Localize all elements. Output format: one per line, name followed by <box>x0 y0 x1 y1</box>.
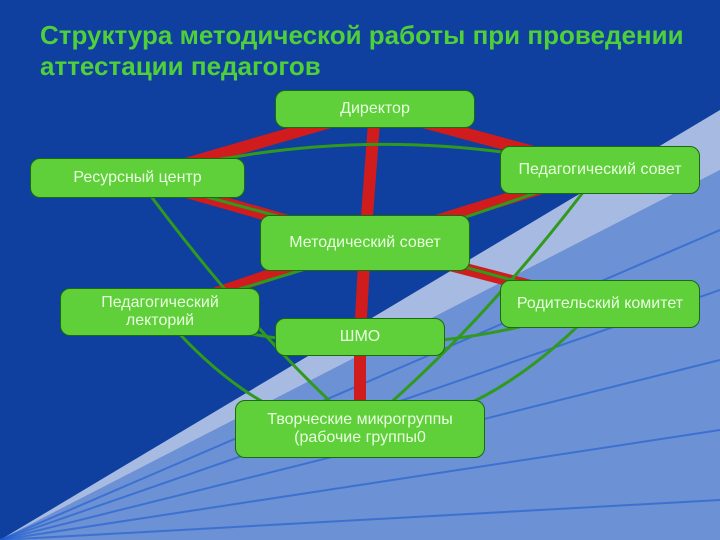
diagram-stage: Структура методической работы при провед… <box>0 0 720 540</box>
node-pedsovet: Педагогический совет <box>500 146 700 194</box>
node-shmo: ШМО <box>275 318 445 356</box>
node-label: Педагогический совет <box>518 161 681 179</box>
node-label: Методический совет <box>289 234 441 252</box>
node-parents: Родительский комитет <box>500 280 700 328</box>
node-lectory: Педагогический лекторий <box>60 288 260 336</box>
node-label: Родительский комитет <box>517 295 683 313</box>
node-label: Ресурсный центр <box>73 169 201 187</box>
node-metsovet: Методический совет <box>260 215 470 271</box>
node-label: Директор <box>340 100 410 118</box>
node-label: Педагогический лекторий <box>75 294 245 330</box>
node-label: Творческие микрогруппы (рабочие группы0 <box>250 411 470 447</box>
page-title: Структура методической работы при провед… <box>40 20 700 82</box>
node-director: Директор <box>275 90 475 128</box>
node-resource: Ресурсный центр <box>30 158 245 198</box>
node-label: ШМО <box>340 328 380 346</box>
node-tvor: Творческие микрогруппы (рабочие группы0 <box>235 400 485 458</box>
